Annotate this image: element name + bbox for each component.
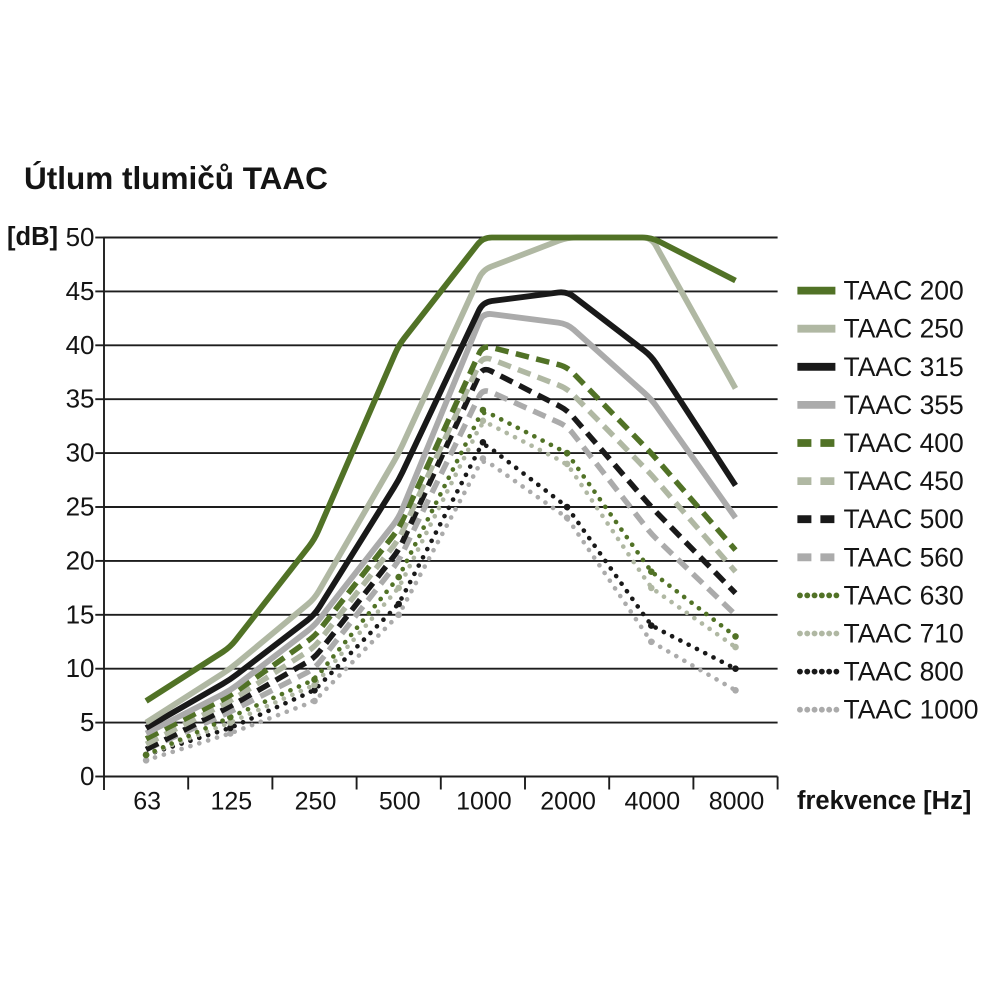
svg-text:35: 35 (66, 384, 95, 414)
svg-text:125: 125 (210, 788, 252, 816)
svg-text:40: 40 (66, 330, 95, 360)
svg-text:5: 5 (80, 707, 94, 737)
svg-text:TAAC 400: TAAC 400 (844, 428, 964, 458)
svg-text:1000: 1000 (456, 788, 512, 816)
svg-text:15: 15 (66, 599, 95, 629)
svg-text:8000: 8000 (709, 788, 765, 816)
svg-text:TAAC 1000: TAAC 1000 (844, 695, 979, 725)
svg-text:frekvence [Hz]: frekvence [Hz] (797, 787, 971, 815)
svg-text:TAAC 630: TAAC 630 (844, 580, 964, 610)
svg-text:30: 30 (66, 438, 95, 468)
svg-text:63: 63 (133, 788, 161, 816)
svg-text:TAAC 800: TAAC 800 (844, 657, 964, 687)
svg-text:TAAC 450: TAAC 450 (844, 466, 964, 496)
svg-text:TAAC 315: TAAC 315 (844, 352, 964, 382)
svg-text:TAAC 560: TAAC 560 (844, 542, 964, 572)
svg-text:250: 250 (295, 788, 337, 816)
svg-text:TAAC 500: TAAC 500 (844, 504, 964, 534)
svg-text:Útlum tlumičů TAAC: Útlum tlumičů TAAC (24, 160, 328, 196)
svg-text:TAAC 355: TAAC 355 (844, 390, 964, 420)
svg-text:50: 50 (66, 222, 95, 252)
svg-text:10: 10 (66, 653, 95, 683)
svg-text:4000: 4000 (624, 788, 680, 816)
svg-text:500: 500 (379, 788, 421, 816)
svg-text:2000: 2000 (540, 788, 596, 816)
svg-text:0: 0 (80, 761, 94, 791)
svg-text:TAAC 200: TAAC 200 (844, 276, 964, 306)
svg-text:25: 25 (66, 492, 95, 522)
svg-text:TAAC 250: TAAC 250 (844, 314, 964, 344)
svg-text:[dB]: [dB] (7, 223, 58, 251)
svg-text:20: 20 (66, 545, 95, 575)
svg-text:TAAC 710: TAAC 710 (844, 619, 964, 649)
svg-text:45: 45 (66, 276, 95, 306)
